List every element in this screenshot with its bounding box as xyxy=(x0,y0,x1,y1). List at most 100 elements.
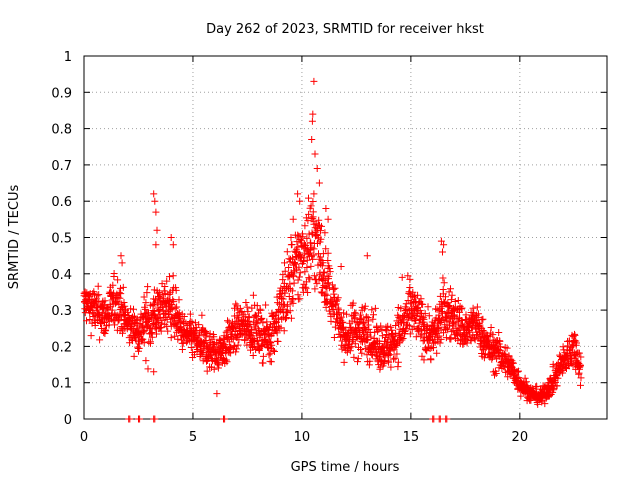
data-point xyxy=(352,309,360,317)
data-point xyxy=(289,254,297,262)
data-point xyxy=(367,333,375,341)
data-point xyxy=(404,272,412,280)
data-point xyxy=(318,222,325,230)
data-point xyxy=(503,344,511,352)
data-point xyxy=(175,296,183,304)
chart-title: Day 262 of 2023, SRMTID for receiver hks… xyxy=(206,22,484,37)
data-point xyxy=(250,342,258,350)
data-point xyxy=(577,374,585,382)
data-point xyxy=(311,285,319,293)
data-point xyxy=(265,326,273,334)
data-point xyxy=(294,231,302,239)
data-point xyxy=(276,306,284,314)
data-point xyxy=(371,328,379,336)
data-point xyxy=(419,300,427,308)
data-point xyxy=(489,331,497,339)
data-point xyxy=(322,283,330,291)
data-point xyxy=(301,268,309,276)
data-point xyxy=(291,267,299,275)
data-point xyxy=(305,210,313,218)
data-point xyxy=(110,273,118,280)
y-tick-labels: 0 0.1 0.2 0.3 0.4 0.5 0.6 0.7 0.8 0.9 1 xyxy=(51,50,72,428)
data-point xyxy=(334,304,342,312)
y-tick-label: 0.2 xyxy=(51,340,72,355)
data-point xyxy=(307,262,315,270)
data-point xyxy=(577,381,584,389)
data-point xyxy=(469,304,477,312)
data-point xyxy=(310,272,318,280)
data-point xyxy=(454,318,462,326)
data-point xyxy=(420,315,428,323)
data-point xyxy=(140,328,148,336)
data-point xyxy=(320,269,328,277)
data-point xyxy=(302,278,310,286)
data-point xyxy=(412,333,420,341)
data-point xyxy=(109,281,117,289)
data-point xyxy=(325,272,333,280)
data-point xyxy=(265,351,273,359)
data-point xyxy=(143,289,151,297)
data-point xyxy=(152,208,160,216)
data-point xyxy=(259,359,267,367)
data-point xyxy=(551,379,559,386)
data-point xyxy=(288,296,296,304)
data-point xyxy=(296,269,304,277)
data-point xyxy=(357,346,364,353)
data-point xyxy=(337,263,345,270)
data-point xyxy=(187,344,195,351)
y-tick-label: 0.3 xyxy=(51,304,72,319)
data-point xyxy=(553,382,561,390)
data-point xyxy=(163,277,171,285)
data-point xyxy=(354,358,361,366)
data-point xyxy=(202,337,210,344)
data-point xyxy=(301,240,309,248)
data-point xyxy=(357,311,364,319)
data-point xyxy=(457,317,465,324)
data-point xyxy=(377,322,385,330)
data-point xyxy=(387,363,395,371)
data-point xyxy=(445,288,453,296)
data-point xyxy=(445,303,453,311)
data-point xyxy=(83,317,90,325)
data-point xyxy=(154,319,162,326)
data-point xyxy=(415,319,423,327)
data-point xyxy=(440,241,448,249)
data-point xyxy=(249,291,257,299)
data-point xyxy=(351,314,359,322)
data-point xyxy=(233,345,241,353)
data-point xyxy=(84,297,92,305)
data-point xyxy=(362,313,370,321)
data-point xyxy=(559,343,567,351)
data-point xyxy=(321,229,329,237)
data-point xyxy=(324,257,332,264)
data-point xyxy=(175,309,183,317)
data-point xyxy=(363,332,371,340)
data-point xyxy=(442,293,449,301)
data-point xyxy=(439,248,446,256)
data-point xyxy=(133,315,141,323)
data-point xyxy=(391,354,399,362)
data-point xyxy=(376,340,384,348)
y-tick-label: 0.4 xyxy=(51,268,72,283)
data-point xyxy=(454,297,462,304)
data-point xyxy=(309,208,317,216)
data-point xyxy=(290,259,298,266)
x-tick-labels: 0 5 10 15 20 xyxy=(80,430,528,445)
data-point xyxy=(142,299,150,307)
data-point xyxy=(390,355,397,363)
data-point xyxy=(249,352,257,359)
data-point xyxy=(129,313,137,321)
data-point xyxy=(491,371,498,379)
y-tick-label: 0.1 xyxy=(51,377,72,392)
data-point xyxy=(577,362,584,370)
data-point xyxy=(117,252,125,260)
data-point xyxy=(392,329,400,337)
data-point xyxy=(173,303,181,311)
data-point xyxy=(481,350,489,358)
data-point xyxy=(533,382,541,390)
data-point xyxy=(287,234,295,241)
data-point xyxy=(319,259,327,267)
data-point xyxy=(397,305,405,313)
data-point xyxy=(425,343,433,351)
